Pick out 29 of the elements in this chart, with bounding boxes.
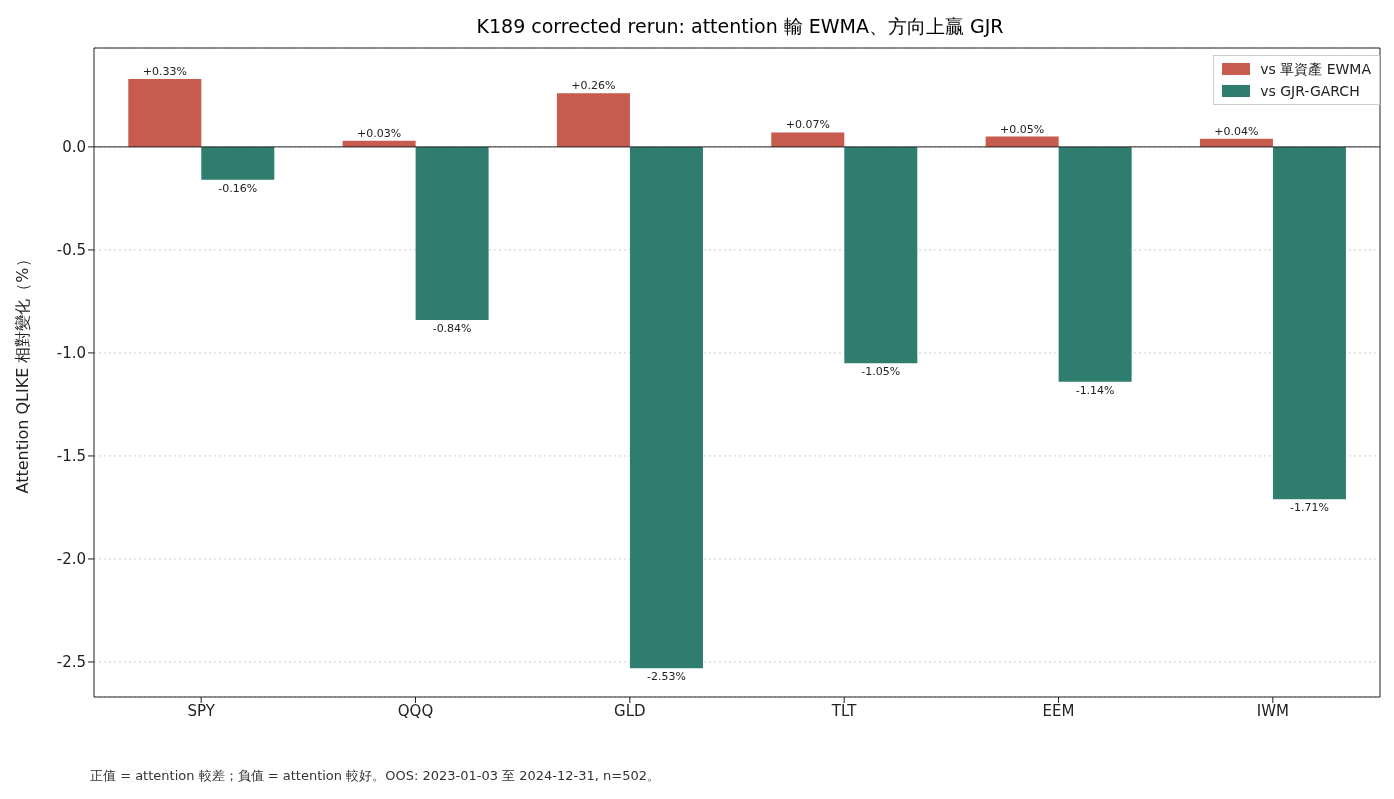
y-tick-label: -2.0 bbox=[56, 550, 86, 569]
x-tick-label: SPY bbox=[187, 701, 216, 720]
x-tick-label: GLD bbox=[614, 701, 646, 720]
x-tick-label: IWM bbox=[1256, 701, 1289, 720]
data-label: +0.05% bbox=[1000, 122, 1045, 136]
legend-label: vs GJR-GARCH bbox=[1260, 82, 1360, 101]
data-label: -0.84% bbox=[432, 321, 472, 335]
legend-label: vs 單資產 EWMA bbox=[1260, 60, 1371, 79]
data-label: +0.04% bbox=[1214, 124, 1259, 138]
y-tick-label: 0.0 bbox=[62, 138, 86, 157]
data-label: +0.26% bbox=[571, 79, 616, 93]
y-tick-label: -2.5 bbox=[56, 653, 86, 672]
data-label: -1.14% bbox=[1075, 383, 1115, 397]
data-label: +0.33% bbox=[142, 64, 187, 78]
data-label: -1.05% bbox=[861, 365, 901, 379]
y-axis-title: Attention QLIKE 相對變化（%） bbox=[12, 251, 32, 494]
text: 正值 = attention 較差；負值 = attention 較好。OOS: 2023-01-03 至 2024-12-31, n=502。 bbox=[90, 767, 661, 785]
data-label: +0.03% bbox=[357, 126, 402, 140]
data-label: -2.53% bbox=[647, 670, 686, 684]
y-tick-label: -1.0 bbox=[56, 344, 86, 363]
data-label: -1.71% bbox=[1290, 501, 1329, 515]
data-label: +0.07% bbox=[785, 118, 830, 132]
y-tick-label: -1.5 bbox=[56, 447, 86, 466]
x-tick-label: TLT bbox=[830, 701, 858, 720]
data-label: -0.16% bbox=[218, 181, 258, 195]
chart-title: K189 corrected rerun: attention 輸 EWMA、方向上贏 GJR bbox=[475, 14, 1005, 39]
x-tick-label: QQQ bbox=[397, 701, 434, 720]
y-tick-label: -0.5 bbox=[56, 241, 86, 260]
x-tick-label: EEM bbox=[1042, 701, 1075, 720]
